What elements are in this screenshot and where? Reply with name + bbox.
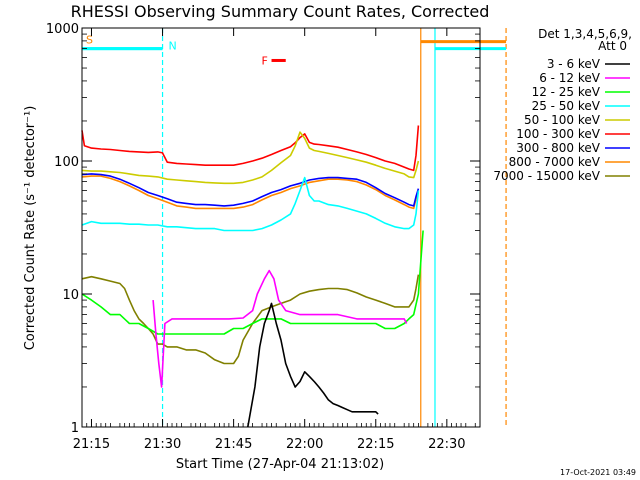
series-line	[81, 274, 420, 365]
series-line	[81, 176, 420, 232]
series-lines	[81, 125, 424, 428]
series-line	[81, 230, 424, 335]
legend-label: 50 - 100 keV	[524, 113, 601, 127]
series-line	[81, 173, 420, 207]
x-tick-label: 21:15	[73, 437, 110, 452]
flag-label: F	[262, 54, 268, 67]
legend-header-line-1: Det 1,3,4,5,6,9,	[538, 27, 632, 41]
vertical-markers	[161, 28, 507, 427]
legend-label: 100 - 300 keV	[516, 127, 600, 141]
x-tick-label: 22:00	[286, 437, 323, 452]
x-tick-label: 21:45	[215, 437, 252, 452]
series-line	[81, 125, 420, 172]
series-line	[81, 175, 420, 210]
series-line	[81, 131, 420, 185]
legend-label: 7000 - 15000 keV	[493, 169, 600, 183]
y-tick-label: 1	[71, 421, 79, 436]
x-tick-label: 21:30	[144, 437, 181, 452]
footer-timestamp: 17-Oct-2021 03:49	[560, 468, 636, 477]
legend-label: 3 - 6 keV	[547, 57, 601, 71]
flag-label: S	[86, 34, 93, 47]
series-line	[247, 302, 379, 428]
y-tick-label: 10	[62, 288, 79, 303]
axis-ticks: 21:15 21:30 21:45 22:00 22:15 22:30 1 10 100 1000	[46, 22, 481, 452]
y-tick-label: 100	[54, 155, 79, 170]
flag-label: N	[169, 40, 177, 53]
legend-label: 300 - 800 keV	[516, 141, 600, 155]
flag-bars: S N F	[82, 34, 507, 67]
x-tick-label: 22:15	[357, 437, 394, 452]
y-tick-label: 1000	[46, 22, 79, 37]
legend-header-line-2: Att 0	[598, 39, 627, 53]
x-tick-label: 22:30	[428, 437, 465, 452]
x-axis-label: Start Time (27-Apr-04 21:13:02)	[176, 457, 384, 472]
legend-label: 12 - 25 keV	[532, 85, 601, 99]
legend-label: 25 - 50 keV	[532, 99, 601, 113]
y-axis-label: Corrected Count Rate (s⁻¹ detector⁻¹)	[23, 106, 38, 351]
chart-title: RHESSI Observing Summary Count Rates, Co…	[71, 2, 490, 21]
legend-label: 800 - 7000 keV	[509, 155, 601, 169]
series-line	[152, 269, 408, 388]
plot-frame	[81, 27, 481, 428]
legend-label: 6 - 12 keV	[539, 71, 601, 85]
